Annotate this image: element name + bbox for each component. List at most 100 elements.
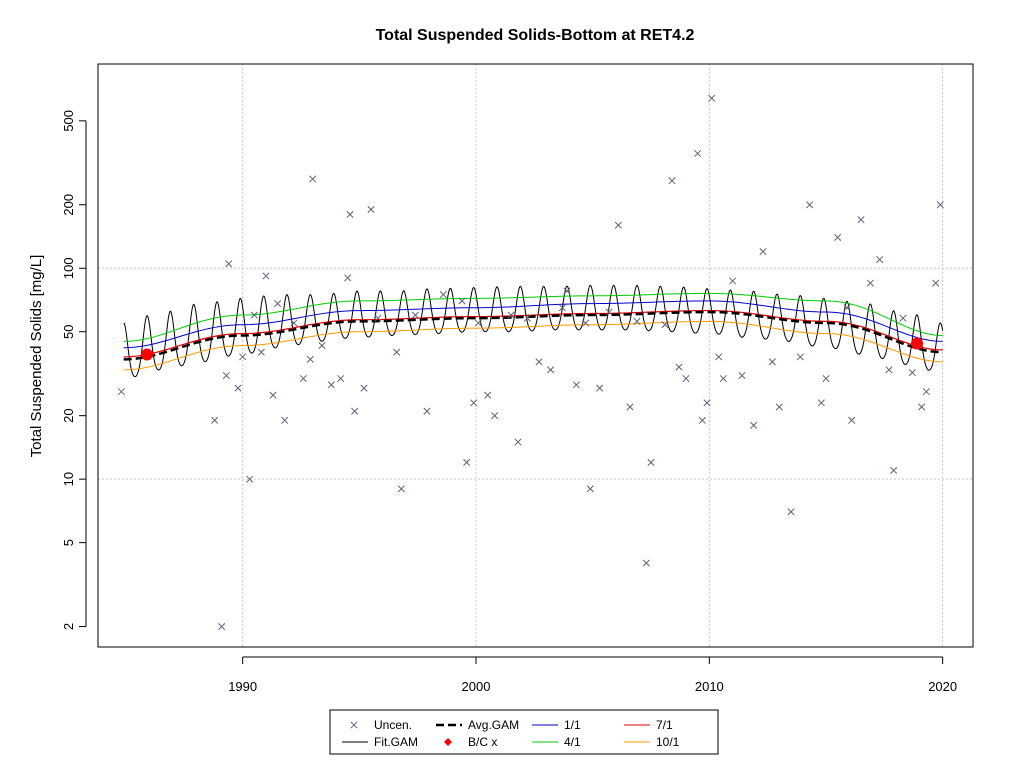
data-point (423, 407, 431, 415)
data-point (274, 300, 282, 308)
data-point (822, 374, 830, 383)
data-point (225, 260, 233, 268)
data-point (918, 403, 926, 411)
points-layer (117, 94, 944, 631)
data-point (586, 485, 594, 493)
data-point (327, 381, 335, 389)
plot-frame (97, 63, 974, 648)
data-point (250, 311, 258, 319)
legend: Uncen. Avg.GAM 1/1 7/1 Fit.GAM B/C x 4/1 10/1 (329, 709, 719, 755)
data-point (694, 149, 702, 158)
series-avg-gam (123, 310, 943, 361)
data-point (642, 559, 650, 567)
data-point (908, 369, 916, 377)
legend-box (329, 709, 719, 755)
y-tick-label: 2 (61, 623, 76, 630)
x-tick-label: 1990 (228, 679, 257, 694)
data-point (558, 304, 566, 312)
data-point (626, 403, 634, 411)
x-tick-label: 2010 (695, 679, 724, 694)
data-point (318, 341, 326, 350)
data-point (876, 255, 884, 264)
data-point (605, 308, 613, 316)
data-point (547, 366, 555, 374)
data-point (269, 391, 277, 399)
legend-label-s101: 10/1 (656, 735, 680, 749)
series-4-1 (123, 292, 943, 342)
y-axis-title: Total Suspended Solids [mg/L] (28, 255, 45, 458)
x-tick-label: 2020 (928, 679, 957, 694)
data-point (397, 485, 405, 493)
legend-symbol-uncen (350, 721, 358, 729)
series-layer (123, 284, 944, 378)
data-point (708, 94, 716, 102)
legend-label-s41: 4/1 (564, 735, 581, 749)
data-point (374, 314, 382, 322)
data-point (661, 321, 669, 329)
y-tick-label: 100 (61, 257, 76, 279)
series-10-1 (123, 320, 943, 371)
data-point (922, 388, 930, 396)
data-point (218, 623, 226, 631)
data-point (759, 247, 767, 256)
y-tick-label: 20 (61, 408, 76, 422)
data-point (775, 403, 783, 411)
chart-title: Total Suspended Solids-Bottom at RET4.2 (376, 27, 695, 44)
data-point (239, 353, 247, 361)
data-point (715, 353, 723, 361)
data-point (514, 438, 522, 446)
data-point (834, 233, 842, 241)
data-point (234, 384, 242, 392)
data-point (633, 317, 641, 325)
legend-symbol-bc (444, 738, 452, 746)
data-point (246, 475, 254, 483)
data-point (484, 391, 492, 399)
legend-label-avg: Avg.GAM (468, 718, 519, 732)
data-point (309, 175, 317, 183)
y-tick-label: 500 (61, 110, 76, 132)
data-point (290, 319, 298, 327)
legend-label-uncen: Uncen. (374, 718, 412, 732)
data-point (768, 358, 776, 366)
data-point (463, 458, 471, 467)
data-point (843, 304, 851, 312)
data-point (932, 279, 940, 287)
data-point (936, 201, 944, 209)
data-point (299, 374, 307, 383)
data-point (222, 371, 230, 380)
x-tick-label: 2000 (462, 679, 491, 694)
series-7-1 (123, 309, 943, 358)
data-point (262, 272, 270, 280)
data-point (796, 353, 804, 361)
data-point (682, 374, 690, 383)
data-point (890, 466, 898, 474)
data-point (866, 279, 874, 287)
data-point (675, 363, 683, 371)
y-axis: 2 5 10 20 50 100 200 500 (61, 110, 87, 630)
series-1-1 (123, 300, 943, 349)
grid (98, 64, 973, 647)
y-tick-label: 5 (61, 539, 76, 546)
data-point (535, 358, 543, 366)
bc-layer (141, 337, 923, 361)
data-point (257, 348, 265, 356)
data-point (596, 384, 604, 392)
data-point (806, 201, 814, 209)
data-point (523, 314, 531, 322)
data-point (281, 416, 289, 424)
data-point (582, 319, 590, 327)
data-point (337, 374, 345, 383)
data-point (787, 508, 795, 516)
data-point (346, 210, 354, 218)
data-point (738, 371, 746, 380)
data-point (698, 416, 706, 424)
data-point (411, 311, 419, 319)
data-point (474, 319, 482, 327)
y-tick-label: 10 (61, 472, 76, 486)
data-point (117, 388, 125, 396)
data-point (668, 177, 676, 185)
data-point (899, 314, 907, 322)
y-tick-label: 50 (61, 325, 76, 339)
data-point (360, 384, 368, 392)
